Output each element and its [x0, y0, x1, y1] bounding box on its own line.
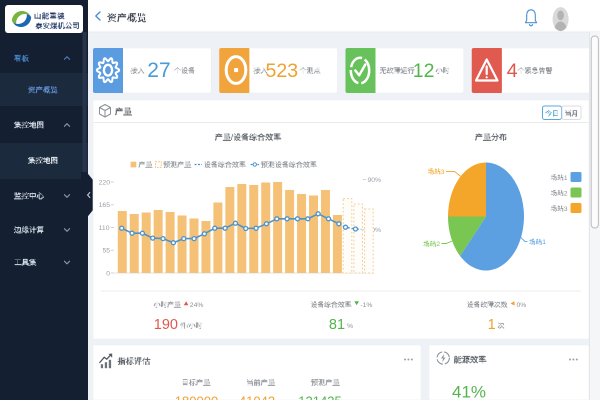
svg-text:41%: 41%	[452, 383, 486, 400]
svg-text:1: 1	[488, 317, 496, 333]
svg-text:-1%: -1%	[360, 302, 372, 309]
svg-text:%: %	[347, 323, 353, 330]
svg-text:180000: 180000	[175, 394, 218, 400]
svg-text:80%: 80%	[368, 227, 382, 234]
svg-text:90%: 90%	[368, 177, 382, 184]
svg-text:220: 220	[99, 179, 111, 186]
svg-text:24%: 24%	[190, 302, 204, 309]
svg-text:12: 12	[413, 60, 435, 82]
svg-text:165: 165	[99, 202, 111, 209]
svg-text:131435: 131435	[298, 394, 341, 400]
svg-text:81: 81	[329, 317, 345, 333]
svg-text:/: /	[231, 133, 234, 142]
svg-text:0%: 0%	[516, 302, 526, 309]
svg-text:41043: 41043	[239, 394, 275, 400]
svg-text:110: 110	[99, 225, 110, 232]
svg-text:2: 2	[436, 241, 440, 248]
svg-text:1: 1	[564, 175, 568, 182]
svg-text:27: 27	[147, 59, 170, 82]
svg-text:0: 0	[106, 270, 110, 277]
svg-text:1: 1	[542, 239, 546, 246]
svg-text:3: 3	[564, 206, 568, 213]
svg-text:4: 4	[507, 60, 518, 82]
svg-text:190: 190	[154, 317, 178, 333]
svg-text:/: /	[187, 323, 189, 330]
svg-text:3: 3	[441, 169, 445, 176]
svg-text:55: 55	[102, 248, 110, 255]
svg-text:523: 523	[266, 60, 299, 82]
svg-text:2: 2	[564, 190, 568, 197]
